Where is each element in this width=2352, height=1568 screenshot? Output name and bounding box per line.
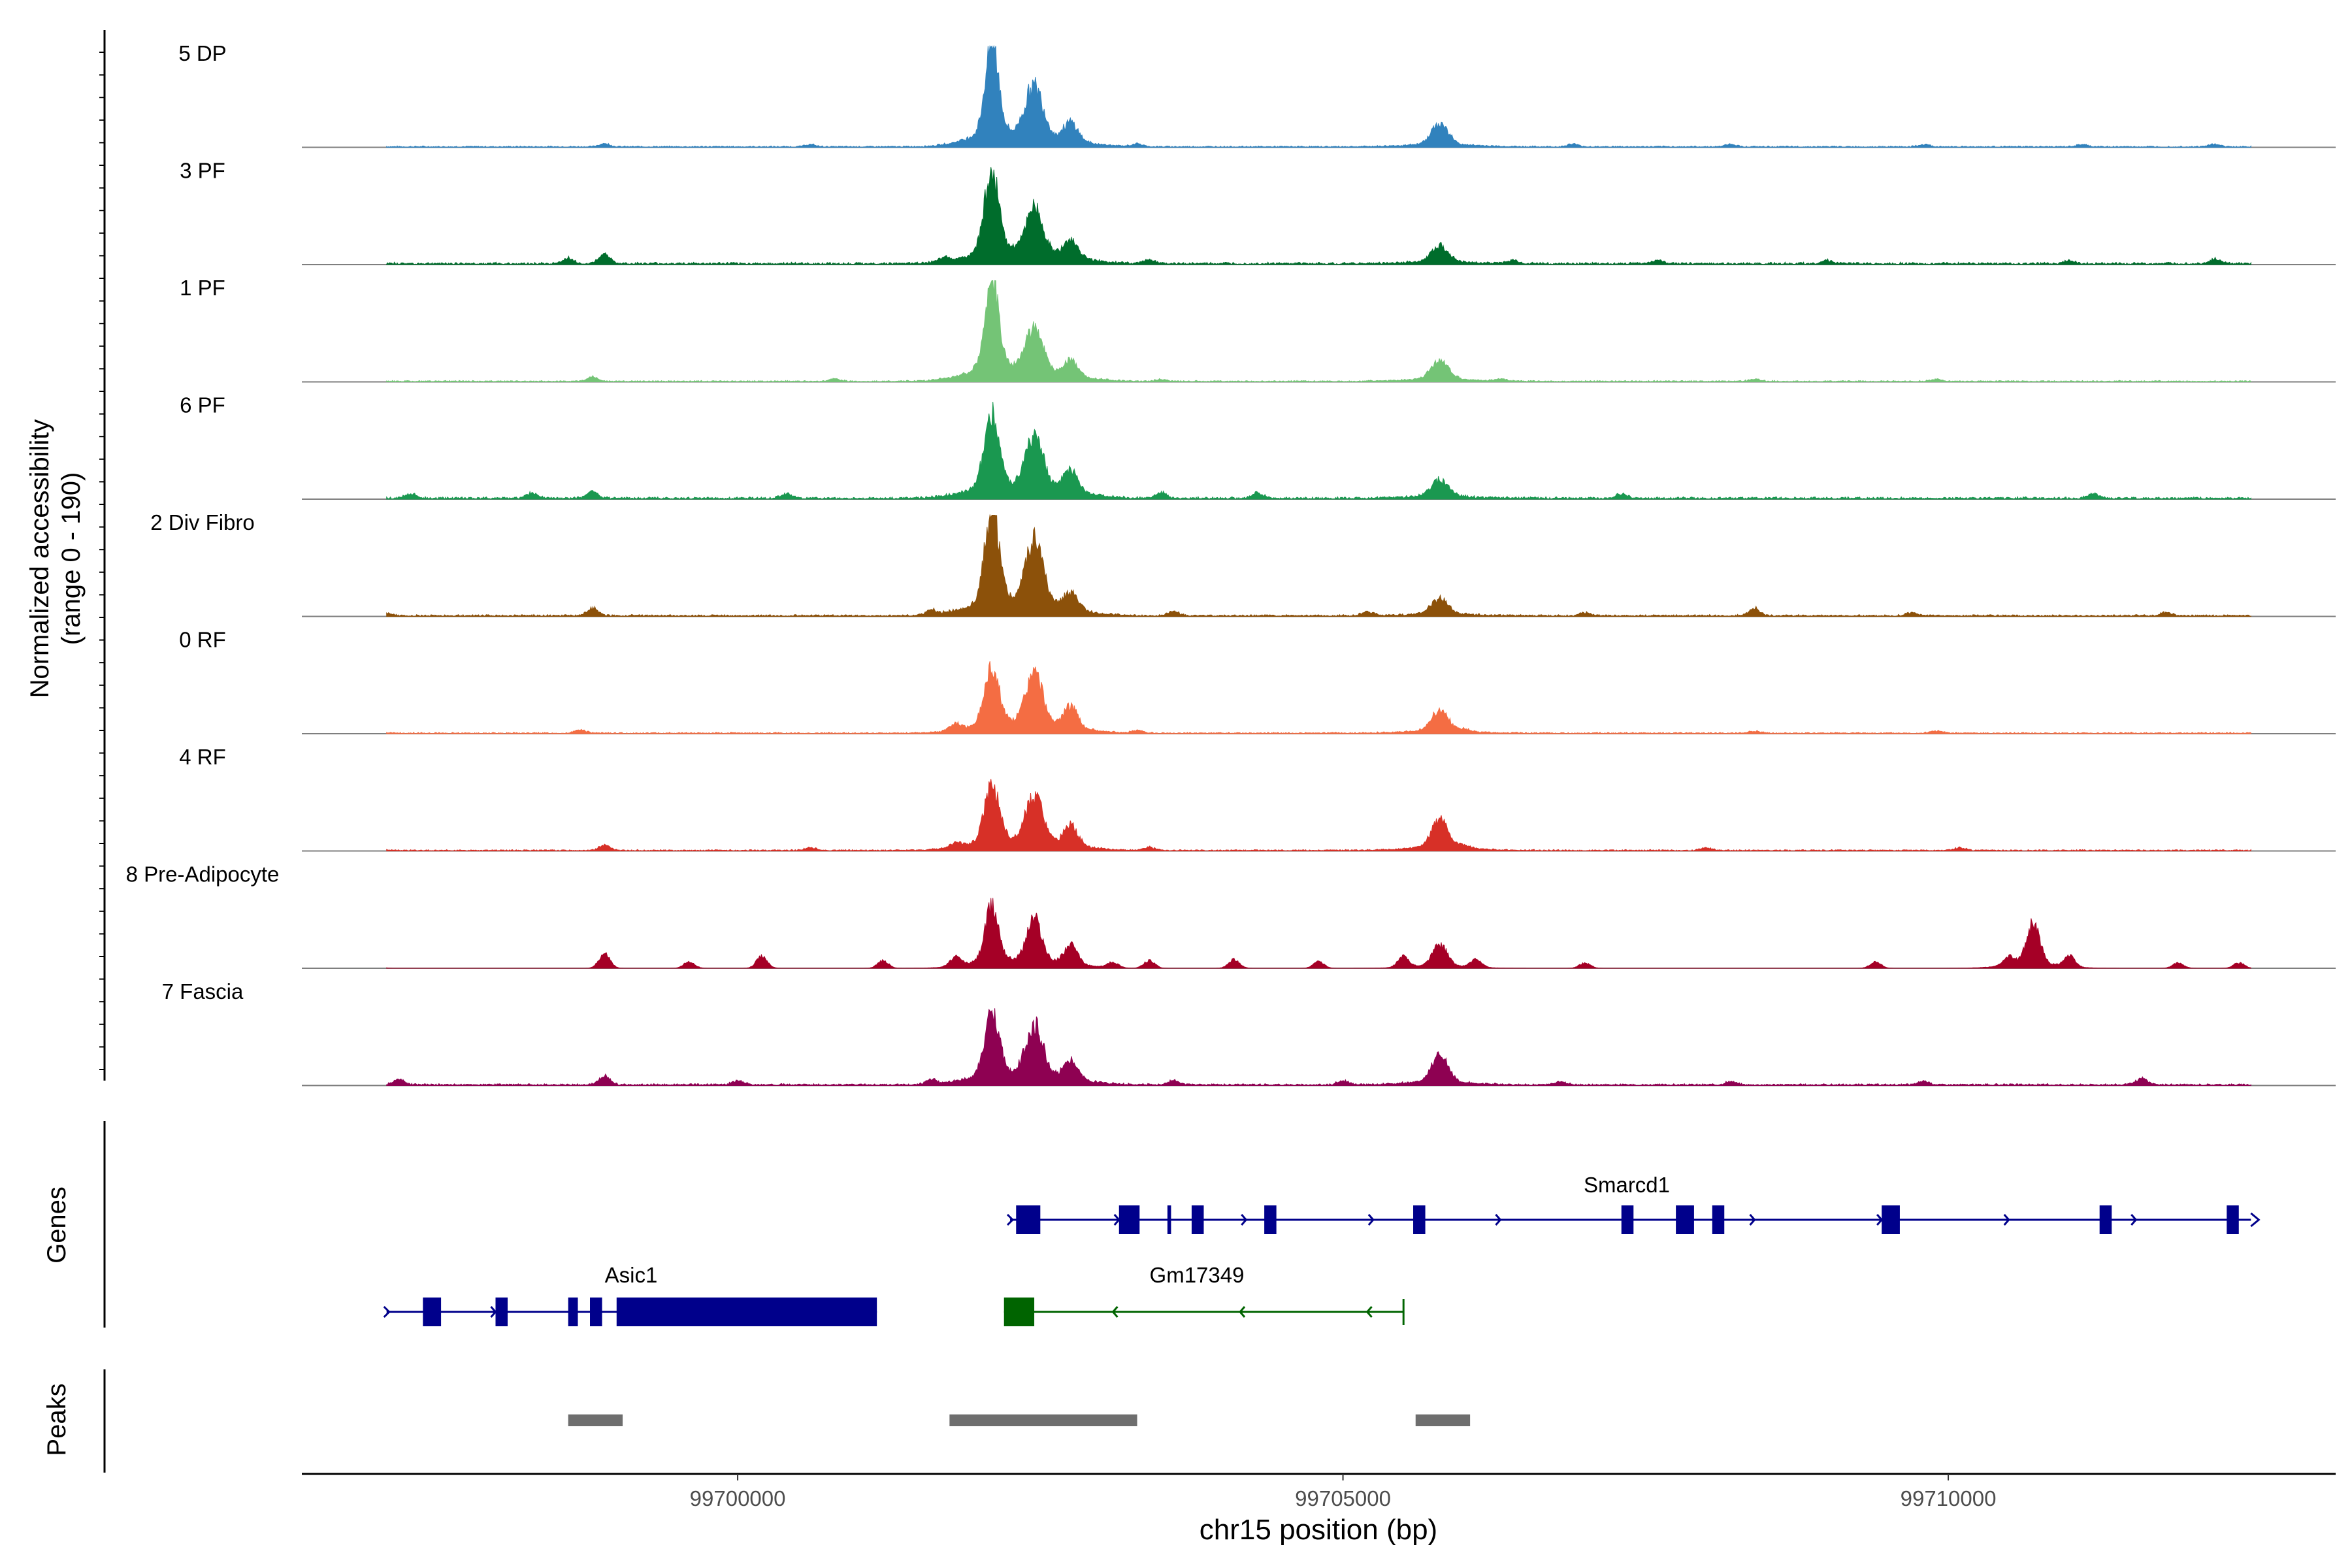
strand-arrow: [1241, 1214, 1248, 1226]
track-label-1-pf: 1 PF: [180, 276, 225, 300]
gene-start-arrow: [383, 1305, 391, 1318]
coverage-area-2-div-fibro: [386, 514, 2251, 617]
genes-track-label: Genes: [42, 1186, 71, 1264]
coverage-area-8-pre-adipocyte: [386, 898, 2251, 969]
strand-arrow: [1365, 1306, 1373, 1318]
coverage-area-7-fascia: [386, 1008, 2251, 1086]
gene-exon: [1712, 1205, 1725, 1234]
x-tick-label: 99700000: [690, 1486, 786, 1511]
x-axis-ticks: 99700000 99705000 99710000: [690, 1474, 1997, 1511]
gene-exon: [568, 1298, 578, 1326]
gene-exon: [1016, 1205, 1041, 1234]
gene-end-arrow: [2250, 1212, 2261, 1228]
gene-start-arrow: [1006, 1213, 1015, 1226]
gene-exon: [616, 1298, 877, 1326]
coverage-area-1-pf: [386, 280, 2251, 383]
gene-exon: [423, 1298, 442, 1326]
gene-exon: [1119, 1205, 1140, 1234]
gene-exon: [2099, 1205, 2112, 1234]
coverage-area-4-rf: [386, 779, 2251, 852]
track-label-4-rf: 4 RF: [179, 745, 226, 769]
strand-arrow: [1749, 1214, 1756, 1226]
y-axis-label: Normalized accessibility (range 0 - 190): [25, 419, 86, 698]
track-label-5-dp: 5 DP: [178, 41, 226, 65]
track-label-7-fascia: 7 Fascia: [162, 979, 244, 1004]
peak-region-2: [949, 1414, 1137, 1426]
gene-label-asic1: Asic1: [605, 1263, 658, 1287]
track-2-div-fibro: 2 Div Fibro: [150, 510, 2336, 617]
track-1-pf: 1 PF: [180, 276, 2336, 383]
track-label-8-pre-adipocyte: 8 Pre-Adipocyte: [126, 862, 280, 887]
gene-exon: [1004, 1298, 1035, 1326]
gene-exon: [1676, 1205, 1694, 1234]
track-8-pre-adipocyte: 8 Pre-Adipocyte: [126, 862, 2336, 969]
coverage-area-3-pf: [386, 167, 2251, 266]
strand-arrow: [1111, 1306, 1119, 1318]
gene-exon: [1621, 1205, 1634, 1234]
y-axis-label-line1: Normalized accessibility: [25, 419, 54, 698]
strand-arrow: [1239, 1306, 1246, 1318]
strand-arrow: [1367, 1214, 1375, 1226]
track-label-6-pf: 6 PF: [180, 393, 225, 417]
track-label-2-div-fibro: 2 Div Fibro: [150, 510, 255, 534]
track-7-fascia: 7 Fascia: [162, 979, 2336, 1086]
gene-exon: [495, 1298, 508, 1326]
gene-smarcd1: [1006, 1205, 2261, 1234]
gene-gm17349: [1004, 1298, 1405, 1326]
gene-exon: [1264, 1205, 1277, 1234]
peaks-track-label: Peaks: [42, 1383, 71, 1456]
gene-exon: [1167, 1205, 1171, 1234]
gene-exon: [2227, 1205, 2239, 1234]
coverage-area-0-rf: [386, 661, 2251, 734]
coverage-area-6-pf: [386, 401, 2251, 500]
y-axis-label-line2: (range 0 - 190): [57, 472, 86, 645]
genes-track: [383, 1205, 2261, 1326]
track-0-rf: 0 RF: [179, 628, 2336, 734]
track-3-pf: 3 PF: [180, 159, 2336, 266]
strand-arrow: [2003, 1214, 2010, 1226]
gene-exon: [1191, 1205, 1204, 1234]
track-label-3-pf: 3 PF: [180, 159, 225, 183]
strand-arrow: [1495, 1214, 1502, 1226]
gene-exon: [590, 1298, 602, 1326]
coverage-tracks: 5 DP 3 PF 1 PF 6 PF 2 Div Fibro 0 RF 4 RF 8 Pre…: [126, 41, 2336, 1086]
peak-region-3: [1415, 1414, 1471, 1426]
track-6-pf: 6 PF: [180, 393, 2336, 500]
y-axis-ticks: [99, 52, 105, 1070]
gene-exon: [1882, 1205, 1900, 1234]
strand-arrow: [2131, 1214, 2138, 1226]
track-5-dp: 5 DP: [178, 41, 2336, 148]
track-label-0-rf: 0 RF: [179, 628, 226, 652]
gene-exon: [1413, 1205, 1426, 1234]
gene-asic1: [383, 1298, 877, 1326]
gene-label-gm17349: Gm17349: [1150, 1263, 1245, 1287]
peak-region-1: [568, 1414, 623, 1426]
peaks-track: [568, 1414, 1471, 1426]
track-4-rf: 4 RF: [179, 745, 2336, 852]
x-axis-label: chr15 position (bp): [1200, 1514, 1437, 1546]
x-tick-label: 99705000: [1295, 1486, 1391, 1511]
gene-label-smarcd1: Smarcd1: [1584, 1173, 1670, 1197]
x-tick-label: 99710000: [1901, 1486, 1997, 1511]
coverage-area-5-dp: [386, 44, 2251, 148]
